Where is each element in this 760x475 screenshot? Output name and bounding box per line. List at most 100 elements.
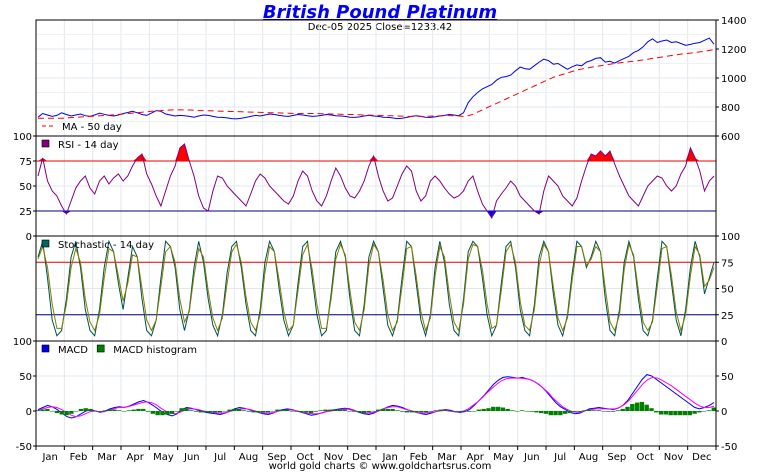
y-tick-label-right: 1000 bbox=[721, 74, 746, 85]
macd-histogram-bar bbox=[390, 408, 395, 411]
macd-histogram-bar bbox=[304, 411, 309, 413]
x-tick-label: Jul bbox=[553, 452, 566, 463]
macd-histogram-bar bbox=[107, 409, 112, 411]
x-tick-label: Jun bbox=[183, 452, 200, 463]
macd-histogram-bar bbox=[366, 411, 371, 413]
macd-histogram-bar bbox=[155, 411, 160, 416]
x-tick-label: Aug bbox=[579, 452, 599, 463]
macd-histogram-bar bbox=[97, 411, 103, 412]
series-price bbox=[37, 37, 715, 120]
macd-histogram-bar bbox=[179, 408, 184, 411]
macd-histogram-bar bbox=[697, 411, 702, 413]
macd-histogram-bar bbox=[208, 411, 213, 413]
macd-histogram-bar bbox=[663, 411, 669, 415]
macd-histogram-bar bbox=[495, 406, 501, 411]
y-tick-label-right: 100 bbox=[721, 232, 740, 243]
y-tick-label-left: 0 bbox=[26, 232, 32, 243]
macd-histogram-bar bbox=[352, 411, 357, 412]
macd-histogram-bar bbox=[534, 411, 539, 413]
macd-histogram-bar bbox=[265, 411, 271, 413]
chart-footer: world gold charts © www.goldchartsrus.co… bbox=[268, 461, 492, 472]
macd-histogram-bar bbox=[423, 411, 429, 413]
macd-histogram-bar bbox=[510, 410, 515, 411]
macd-histogram-bar bbox=[112, 409, 117, 411]
macd-histogram-bar bbox=[630, 404, 635, 411]
grid-layer bbox=[36, 20, 716, 446]
macd-histogram-bar bbox=[35, 410, 40, 411]
macd-histogram-bar bbox=[275, 409, 280, 411]
macd-histogram-bar bbox=[69, 411, 74, 414]
macd-histogram-bar bbox=[260, 411, 266, 413]
legend-swatch bbox=[41, 139, 50, 148]
macd-histogram-bar bbox=[673, 411, 678, 416]
macd-histogram-bar bbox=[294, 411, 299, 412]
macd-histogram-bar bbox=[591, 410, 597, 411]
y-tick-label-right: 600 bbox=[721, 132, 740, 143]
macd-histogram-bar bbox=[399, 411, 405, 412]
x-tick-label: Jan bbox=[41, 452, 57, 463]
series-ma bbox=[38, 49, 715, 119]
macd-histogram-bar bbox=[467, 411, 472, 412]
macd-histogram-bar bbox=[491, 406, 496, 411]
chart-title: British Pound Platinum bbox=[262, 2, 498, 23]
macd-histogram-bar bbox=[45, 408, 50, 411]
panel-frame bbox=[35, 340, 717, 447]
macd-histogram-bar bbox=[702, 411, 707, 412]
legend-swatch bbox=[41, 344, 50, 353]
macd-histogram-bar bbox=[371, 411, 376, 412]
macd-histogram-bar bbox=[64, 411, 69, 416]
macd-histogram-bar bbox=[342, 409, 347, 411]
label-layer: Jan Feb Mar Apr May Jun Jul Aug Sep Oct Nov Dec Jan F… bbox=[13, 16, 747, 463]
macd-histogram-bar bbox=[299, 411, 304, 413]
macd-histogram-bar bbox=[280, 409, 285, 411]
macd-histogram-bar bbox=[83, 408, 88, 411]
x-tick-label: Feb bbox=[70, 452, 88, 463]
macd-histogram-bar bbox=[471, 411, 477, 412]
macd-histogram-bar bbox=[376, 409, 381, 411]
x-tick-label: Jan bbox=[381, 452, 397, 463]
macd-histogram-bar bbox=[562, 411, 568, 414]
macd-histogram-bar bbox=[347, 411, 352, 412]
y-tick-label-right: 25 bbox=[721, 311, 734, 322]
macd-histogram-bar bbox=[169, 411, 175, 414]
y-tick-label-right: 800 bbox=[721, 103, 740, 114]
x-tick-label: Nov bbox=[664, 452, 684, 463]
macd-histogram-bar bbox=[141, 408, 146, 411]
y-tick-label-right: 1400 bbox=[721, 16, 746, 27]
macd-histogram-bar bbox=[313, 411, 319, 412]
macd-histogram-bar bbox=[610, 411, 616, 412]
x-tick-label: Dec bbox=[692, 452, 711, 463]
series-d bbox=[37, 242, 715, 333]
macd-histogram-bar bbox=[567, 411, 573, 414]
x-tick-label: Jun bbox=[523, 452, 540, 463]
macd-histogram-bar bbox=[131, 409, 136, 411]
macd-histogram-bar bbox=[548, 411, 553, 416]
macd-histogram-bar bbox=[174, 411, 180, 412]
macd-histogram-bar bbox=[687, 411, 693, 416]
macd-histogram-bar bbox=[332, 409, 338, 411]
macd-histogram-bar bbox=[529, 411, 534, 412]
macd-histogram-bar bbox=[553, 411, 558, 416]
x-tick-label: Feb bbox=[410, 452, 428, 463]
y-tick-label-left: 25 bbox=[19, 207, 32, 218]
macd-histogram-bar bbox=[395, 410, 400, 411]
macd-histogram-bar bbox=[505, 408, 510, 411]
x-tick-label: Aug bbox=[239, 452, 259, 463]
macd-histogram-bar bbox=[145, 411, 151, 412]
frame-layer bbox=[33, 19, 719, 450]
macd-histogram-bar bbox=[241, 410, 247, 411]
y-tick-label-right: 50 bbox=[721, 372, 734, 383]
legend-label: RSI - 14 day bbox=[58, 140, 119, 151]
macd-histogram-bar bbox=[543, 411, 549, 414]
x-tick-label: Oct bbox=[297, 452, 314, 463]
macd-histogram-bar bbox=[59, 411, 64, 415]
macd-histogram-bar bbox=[184, 408, 189, 411]
macd-histogram-bar bbox=[668, 411, 673, 416]
macd-histogram-bar bbox=[462, 411, 467, 412]
macd-histogram-bar bbox=[54, 411, 60, 414]
legend-swatch bbox=[41, 239, 50, 248]
macd-histogram-bar bbox=[284, 409, 290, 411]
macd-histogram-bar bbox=[601, 411, 606, 412]
macd-histogram-bar bbox=[73, 411, 79, 412]
